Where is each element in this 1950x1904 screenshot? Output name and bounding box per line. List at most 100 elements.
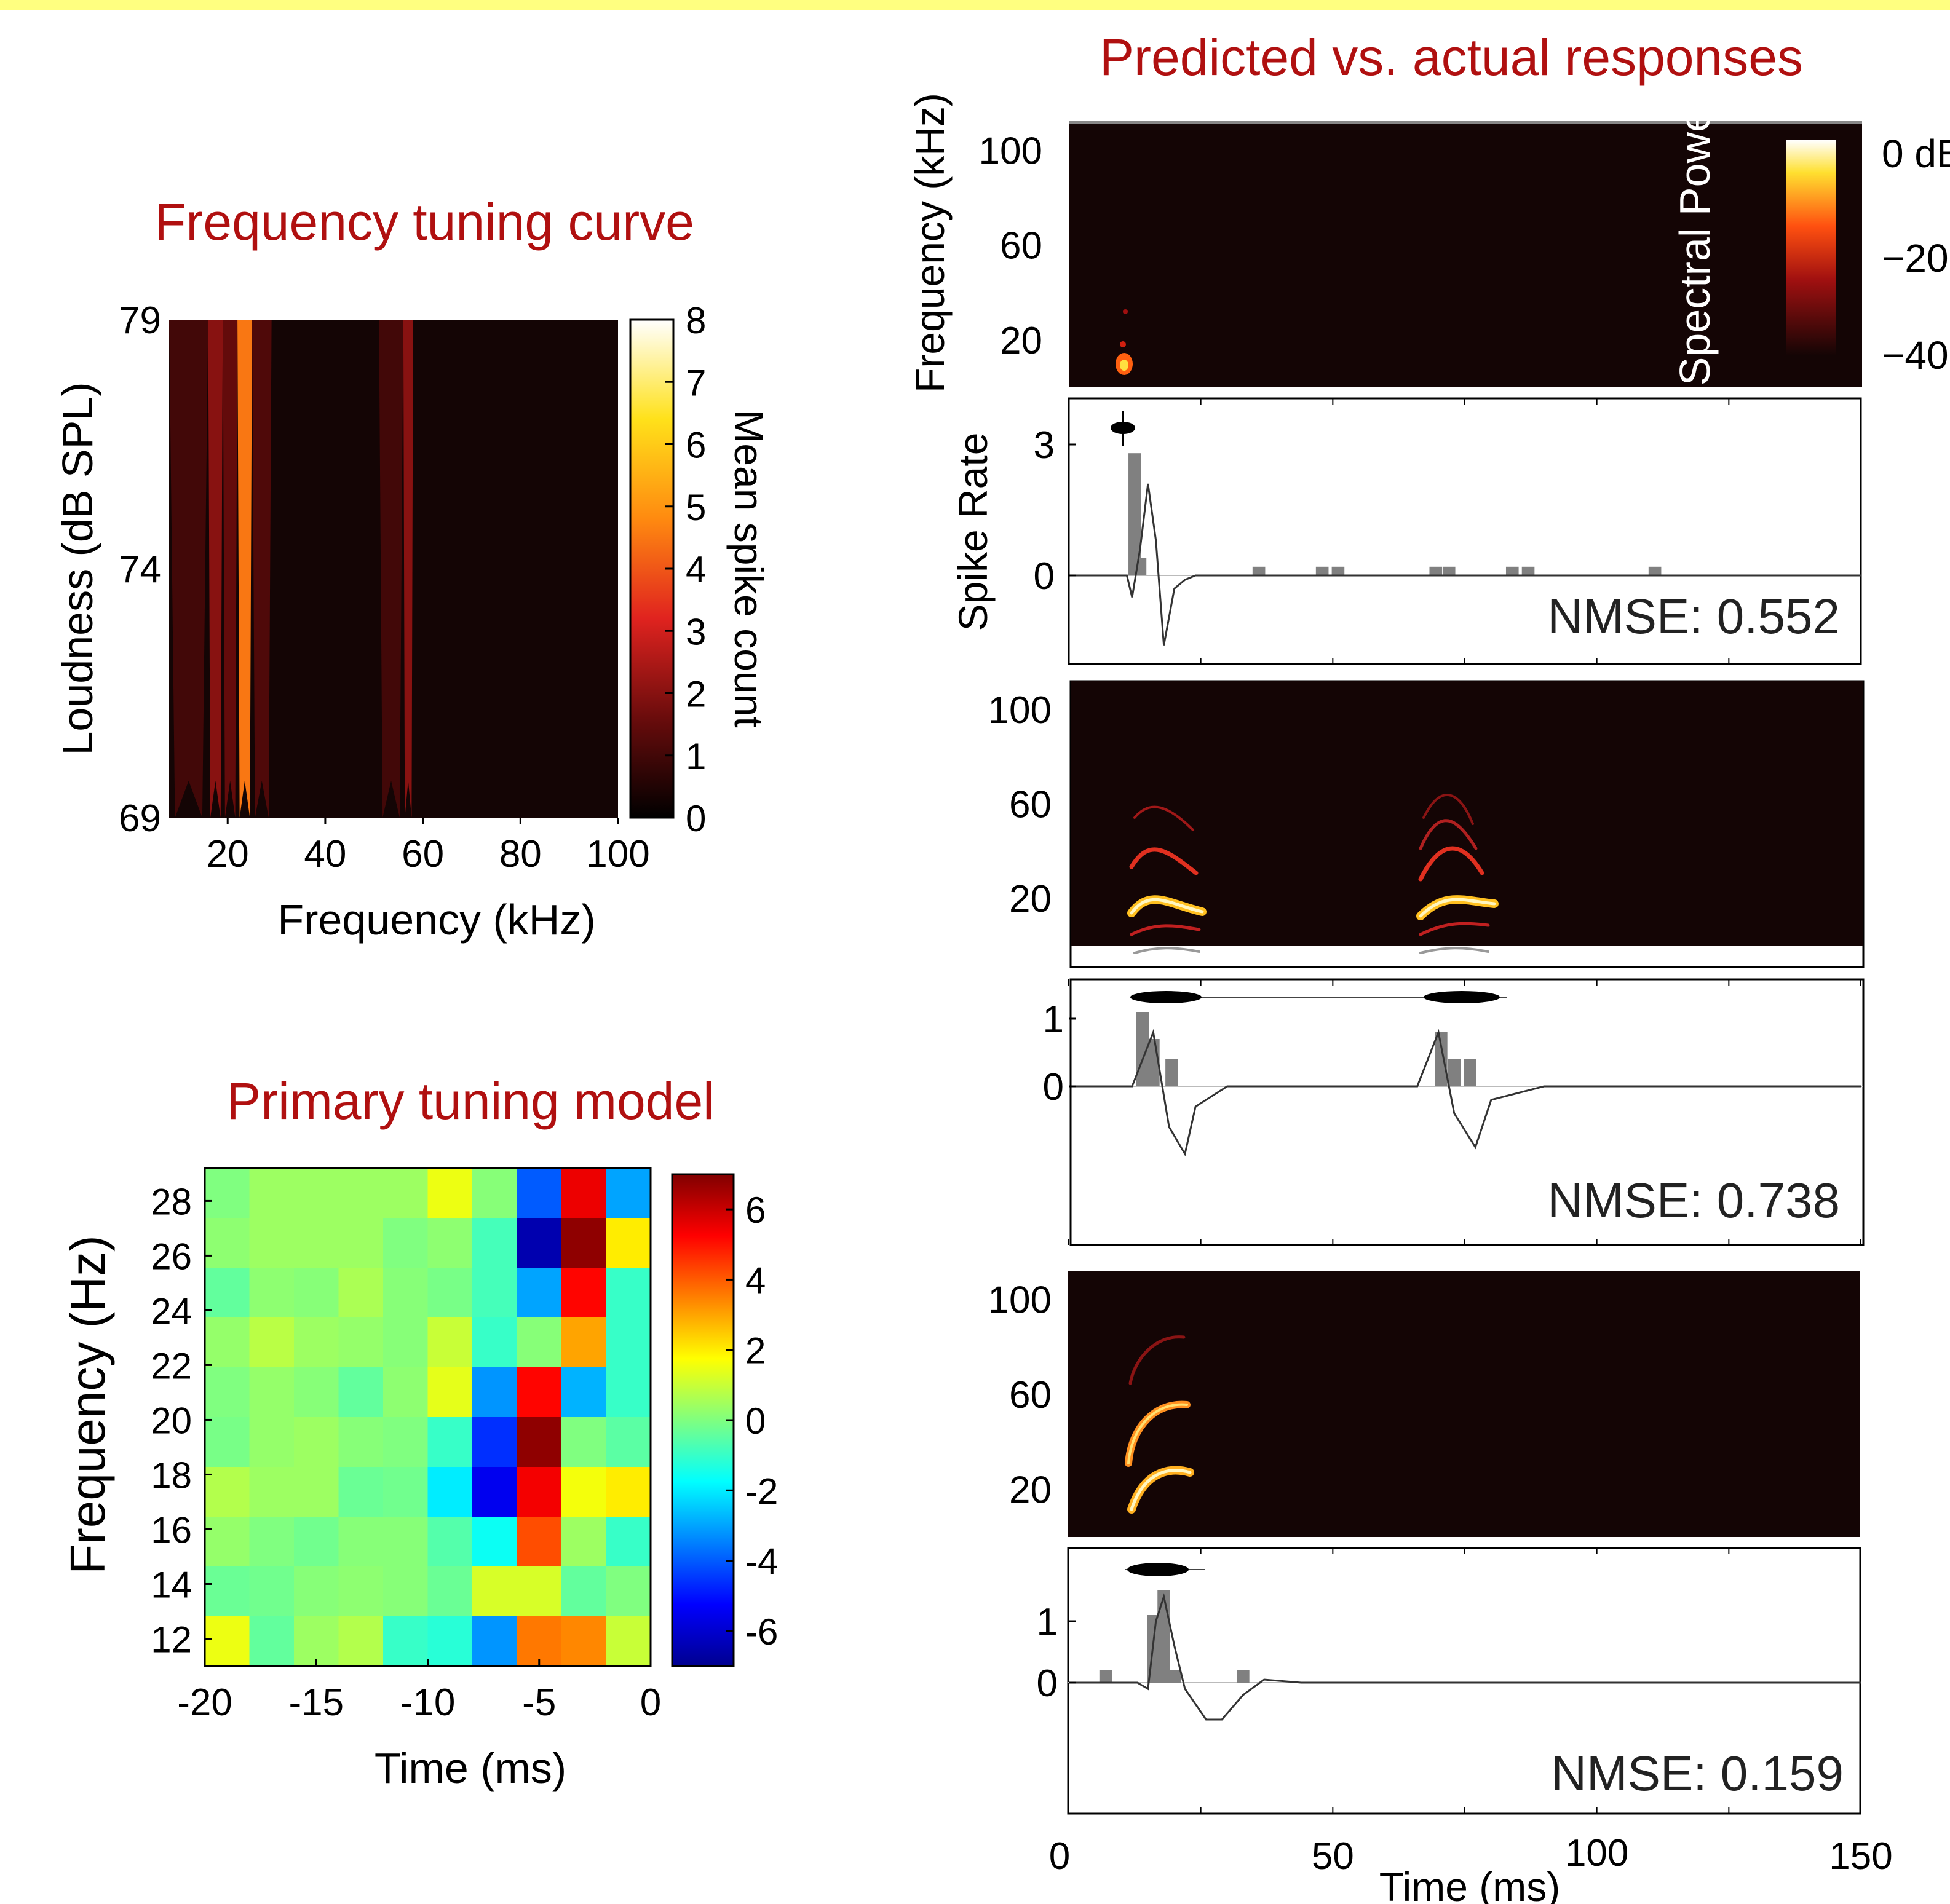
tuning-model-cell [383,1218,428,1268]
tuning-model-cell [427,1417,473,1468]
tuning-model-xtick-0: 0 [640,1681,661,1724]
tuning-model-ytick-26: 26 [151,1236,192,1277]
rate-panel-3-bar [1168,1670,1181,1683]
tuning-curve-colorbar-label: Mean spike count [726,409,772,727]
tuning-model-cbtick--2: -2 [745,1471,778,1512]
tuning-curve-band-1 [208,320,223,818]
rate-panel-1-bar [1315,566,1329,575]
tuning-model-cell [427,1268,473,1318]
tuning-model-cbtick-6: 6 [745,1190,766,1231]
rate-panel-2: 01 NMSE: 0.738 [1043,978,1865,1246]
rate-panel-1-bar [1429,566,1443,575]
tuning-model-cell [205,1268,250,1318]
responses-xtick-0: 0 [1049,1835,1070,1878]
tuning-curve-xtick-60: 60 [402,833,444,875]
tuning-model-cell [383,1168,428,1219]
tuning-model-cell [606,1517,651,1567]
tuning-model-cell [338,1566,384,1617]
tuning-model-ytick-16: 16 [151,1509,192,1550]
tuning-model-cell [249,1616,295,1667]
rate-panel-3: 01 NMSE: 0.159 [1037,1547,1861,1815]
tuning-model-cell [383,1367,428,1418]
rate-panel-1-waveform [1111,411,1135,446]
tuning-model-cell [472,1168,517,1219]
tuning-model-cell [561,1467,606,1517]
rate-panel-2-ytick-1: 1 [1043,998,1064,1041]
spectrogram-3: 20 60 100 [988,1271,1860,1537]
tuning-model-x-ticks: -20 -15 -10 -5 0 [177,1659,661,1724]
tuning-model-cell [517,1566,562,1617]
tuning-model-cbtick-0: 0 [745,1400,766,1442]
tuning-model-cell [472,1517,517,1567]
spectral-power-cbtick-2: −40 [1882,333,1949,377]
spectrogram-3-call [1125,1335,1194,1514]
spectral-power-cbtick-0: 0 dB [1882,132,1950,176]
rate-panel-2-prediction [1069,1029,1861,1157]
spectrogram-1-y-ticks: 20 60 100 [979,130,1042,362]
rate-panel-2-x-ticks [1068,979,1861,1245]
tuning-model-ytick-12: 12 [151,1619,192,1660]
rate-panel-3-bar [1157,1590,1170,1683]
tuning-model-cell [472,1218,517,1268]
rate-panel-3-waveform [1125,1563,1205,1576]
tuning-model-cell [338,1417,384,1468]
rate-panel-3-prediction [1069,1593,1861,1721]
tuning-model-ytick-22: 22 [151,1345,192,1386]
tuning-model-cell [427,1616,473,1667]
spectrogram-3-y-ticks: 20 60 100 [988,1279,1052,1511]
rate-panel-1-bar [1252,566,1266,575]
tuning-curve-xtick-40: 40 [304,833,346,875]
rate-panel-1-bar [1331,566,1345,575]
rate-panel-2-waveform [1130,991,1507,1003]
tuning-model-cell [383,1566,428,1617]
spectrogram-2-y-ticks: 20 60 100 [988,689,1052,920]
spectrogram-2-ytick-100: 100 [988,689,1052,732]
tuning-model-cell [517,1467,562,1517]
tuning-model-cell [338,1367,384,1418]
tuning-model-cell [472,1616,517,1667]
tuning-model-cell [205,1367,250,1418]
tuning-curve-ytick-79: 79 [119,299,161,342]
tuning-curve-cbtick-2: 2 [686,674,706,715]
tuning-model-cell [472,1417,517,1468]
spectrogram-2: 20 60 100 [988,680,1865,968]
rate-panel-2-ytick-0: 0 [1043,1066,1064,1108]
tuning-curve-band-5 [379,320,403,818]
tuning-model-cell [606,1616,651,1667]
rate-panel-2-bar [1165,1059,1178,1086]
tuning-curve-bands [169,320,413,818]
tuning-curve-band-3 [237,320,252,818]
tuning-model-cell [205,1566,250,1617]
tuning-curve-band-4 [252,320,272,818]
tuning-model-cell [427,1566,473,1617]
rate-panel-1-bar [1521,566,1535,575]
spectrogram-1-ytick-60: 60 [1000,225,1042,267]
top-band [0,0,1950,10]
tuning-model-cell [383,1517,428,1567]
tuning-model-ytick-18: 18 [151,1455,192,1496]
tuning-curve-title: Frequency tuning curve [154,193,694,251]
tuning-model-cell [606,1268,651,1318]
tuning-curve-cbtick-4: 4 [686,549,706,590]
rate-panel-1-prediction [1069,483,1861,646]
tuning-model-cell [294,1317,339,1368]
spectral-power-cbtick-1: −20 [1882,236,1949,280]
responses-title: Predicted vs. actual responses [1100,28,1803,86]
tuning-curve-cbtick-8: 8 [686,300,706,341]
spectrogram-2-ytick-20: 20 [1009,878,1052,920]
tuning-model-cell [249,1268,295,1318]
rate-panel-3-y-ticks: 01 [1037,1601,1076,1705]
tuning-model-ytick-14: 14 [151,1564,192,1605]
tuning-model-cell [427,1367,473,1418]
rate-panel-3-frame [1067,1547,1861,1815]
tuning-model-cell [606,1317,651,1368]
tuning-model-xtick--20: -20 [177,1681,232,1724]
tuning-model-xtick--5: -5 [522,1681,556,1724]
tuning-model-cell [517,1367,562,1418]
tuning-model-cell [249,1517,295,1567]
spectrogram-2-ytick-60: 60 [1009,784,1052,826]
tuning-model-cell [249,1218,295,1268]
tuning-curve-ylabel: Loudness (dB SPL) [54,382,101,755]
rate-panel-2-bar [1464,1059,1476,1086]
